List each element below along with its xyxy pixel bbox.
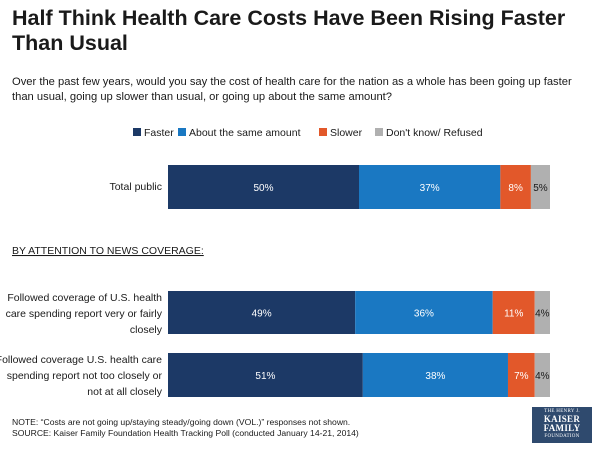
logo-top-text: THE HENRY J. [544,409,580,414]
data-label-1-3: 8% [508,183,523,194]
bar-1-slower [500,165,531,209]
bar-2-don-t-know-refused [534,291,550,334]
data-label-3-2: 38% [425,371,445,382]
legend-swatch-4 [375,128,383,136]
legend-label-2: About the same amount [189,127,301,139]
data-label-1-2: 37% [420,183,440,194]
bar-3-about-the-same-amount [362,353,508,397]
bar-2-slower [492,291,535,334]
note-text: NOTE: “Costs are not going up/staying st… [12,417,351,427]
bar-1-about-the-same-amount [359,165,501,209]
category-label-1: Total public [109,181,162,193]
footnote: NOTE: “Costs are not going up/staying st… [12,417,512,439]
logo-middle-text-2: FAMILY [543,423,581,433]
kff-logo: THE HENRY J. KAISER FAMILY FOUNDATION [532,407,592,443]
category-label-2: Followed coverage of U.S. health care spe… [6,292,163,336]
data-label-2-2: 36% [414,309,434,320]
bar-3-don-t-know-refused [534,353,550,397]
legend-swatch-1 [133,128,141,136]
bar-2-about-the-same-amount [355,291,493,334]
section-label: BY ATTENTION TO NEWS COVERAGE: [12,245,204,257]
bar-3-slower [507,353,535,397]
data-label-2-3: 11% [504,309,523,320]
data-label-2-1: 49% [252,309,272,320]
bar-3-faster [168,353,363,397]
data-label-2-4: 4% [535,309,550,320]
category-label-3: Followed coverage U.S. health care spendi… [0,354,163,398]
chart-title: Half Think Health Care Costs Have Been R… [12,6,566,55]
bar-1-faster [168,165,359,209]
data-label-1-4: 5% [533,183,548,194]
source-text: SOURCE: Kaiser Family Foundation Health … [12,428,359,438]
legend-label-1: Faster [144,127,174,139]
legend-swatch-3 [319,128,327,136]
logo-middle-text-1: KAISER [543,414,581,424]
data-label-1-1: 50% [253,183,273,194]
legend-label-4: Don't know/ Refused [386,127,483,139]
chart-subtitle: Over the past few years, would you say t… [12,76,572,103]
legend-swatch-2 [178,128,186,136]
bar-2-faster [168,291,356,334]
bar-1-don-t-know-refused [530,165,550,209]
data-label-3-4: 4% [535,371,550,382]
data-label-3-3: 7% [514,371,529,382]
legend-label-3: Slower [330,127,363,139]
data-label-3-1: 51% [255,371,275,382]
logo-bottom-text: FOUNDATION [544,434,580,439]
